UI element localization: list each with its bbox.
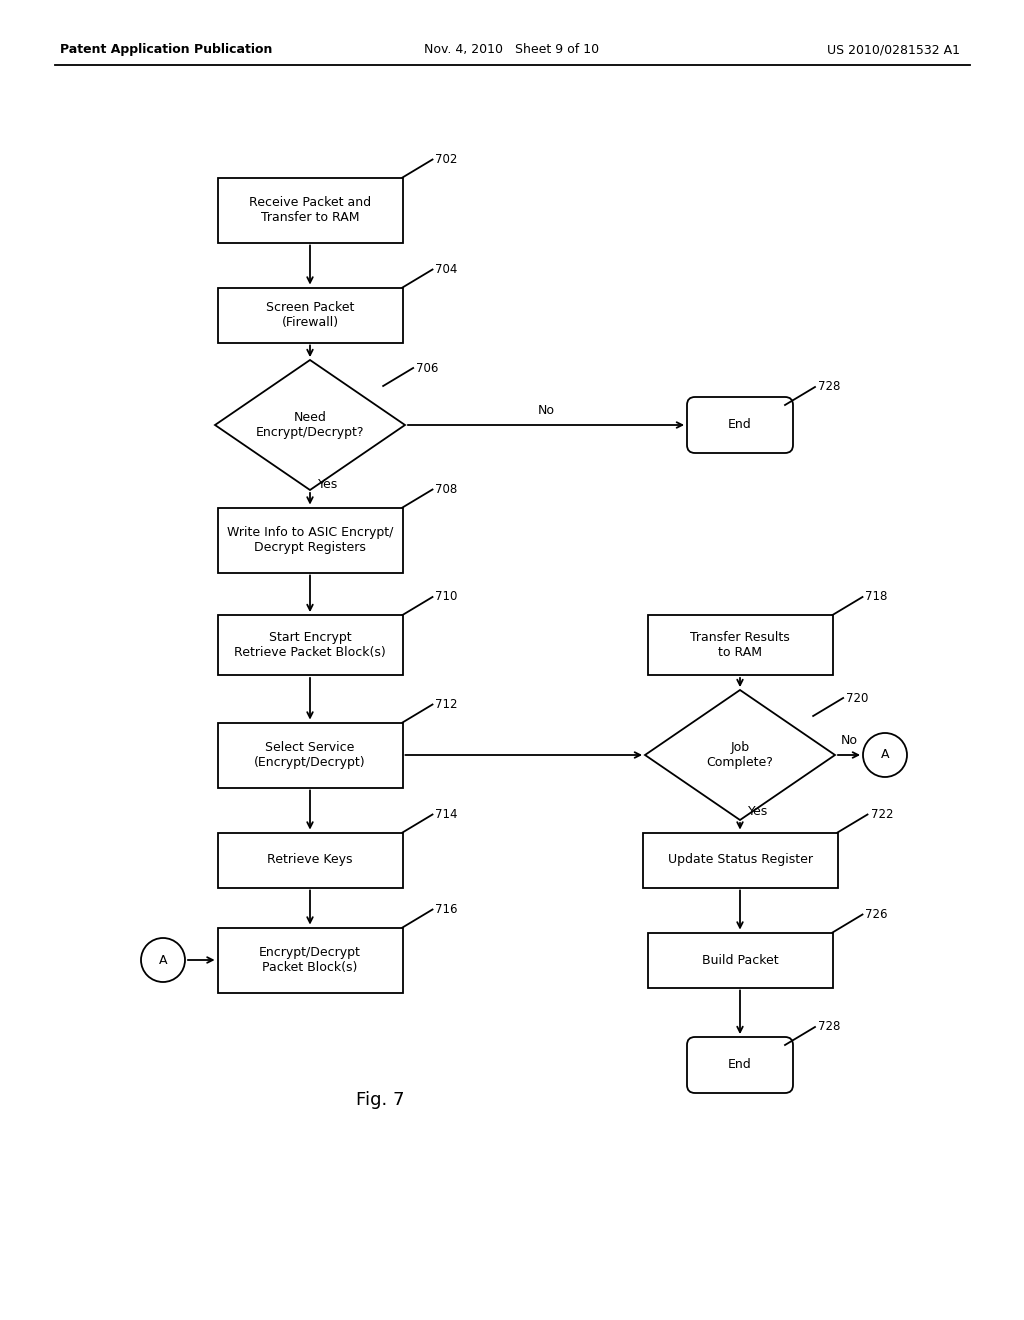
- Text: Job
Complete?: Job Complete?: [707, 741, 773, 770]
- FancyBboxPatch shape: [217, 507, 402, 573]
- Text: Update Status Register: Update Status Register: [668, 854, 812, 866]
- Text: 718: 718: [865, 590, 888, 603]
- Text: 704: 704: [435, 263, 458, 276]
- Text: 722: 722: [870, 808, 893, 821]
- Text: No: No: [841, 734, 857, 747]
- FancyBboxPatch shape: [217, 177, 402, 243]
- Text: Yes: Yes: [748, 805, 768, 818]
- Polygon shape: [645, 690, 835, 820]
- Text: Select Service
(Encrypt/Decrypt): Select Service (Encrypt/Decrypt): [254, 741, 366, 770]
- FancyBboxPatch shape: [647, 615, 833, 675]
- Text: 702: 702: [435, 153, 458, 166]
- Polygon shape: [215, 360, 406, 490]
- Text: Yes: Yes: [318, 478, 338, 491]
- FancyBboxPatch shape: [687, 397, 793, 453]
- Text: 710: 710: [435, 590, 458, 603]
- FancyBboxPatch shape: [647, 932, 833, 987]
- Text: 720: 720: [846, 692, 868, 705]
- Text: Encrypt/Decrypt
Packet Block(s): Encrypt/Decrypt Packet Block(s): [259, 946, 360, 974]
- Text: Receive Packet and
Transfer to RAM: Receive Packet and Transfer to RAM: [249, 195, 371, 224]
- Text: 728: 728: [818, 380, 841, 393]
- Text: 714: 714: [435, 808, 458, 821]
- Text: Nov. 4, 2010   Sheet 9 of 10: Nov. 4, 2010 Sheet 9 of 10: [424, 44, 600, 57]
- Text: Patent Application Publication: Patent Application Publication: [60, 44, 272, 57]
- Text: 726: 726: [865, 908, 888, 921]
- FancyBboxPatch shape: [217, 833, 402, 887]
- Text: Build Packet: Build Packet: [701, 953, 778, 966]
- Text: 716: 716: [435, 903, 458, 916]
- Circle shape: [863, 733, 907, 777]
- Text: A: A: [159, 953, 167, 966]
- Text: No: No: [538, 404, 555, 417]
- Text: Screen Packet
(Firewall): Screen Packet (Firewall): [266, 301, 354, 329]
- Text: Transfer Results
to RAM: Transfer Results to RAM: [690, 631, 790, 659]
- FancyBboxPatch shape: [642, 833, 838, 887]
- FancyBboxPatch shape: [687, 1038, 793, 1093]
- FancyBboxPatch shape: [217, 928, 402, 993]
- Text: 708: 708: [435, 483, 458, 496]
- Text: Write Info to ASIC Encrypt/
Decrypt Registers: Write Info to ASIC Encrypt/ Decrypt Regi…: [226, 525, 393, 554]
- Text: End: End: [728, 1059, 752, 1072]
- FancyBboxPatch shape: [217, 722, 402, 788]
- Text: A: A: [881, 748, 889, 762]
- FancyBboxPatch shape: [217, 288, 402, 342]
- Text: 706: 706: [416, 362, 438, 375]
- Text: Need
Encrypt/Decrypt?: Need Encrypt/Decrypt?: [256, 411, 365, 440]
- Text: Fig. 7: Fig. 7: [355, 1092, 404, 1109]
- Text: End: End: [728, 418, 752, 432]
- Text: US 2010/0281532 A1: US 2010/0281532 A1: [827, 44, 961, 57]
- Circle shape: [141, 939, 185, 982]
- Text: Start Encrypt
Retrieve Packet Block(s): Start Encrypt Retrieve Packet Block(s): [234, 631, 386, 659]
- Text: 712: 712: [435, 698, 458, 711]
- Text: Retrieve Keys: Retrieve Keys: [267, 854, 352, 866]
- Text: 728: 728: [818, 1020, 841, 1034]
- FancyBboxPatch shape: [217, 615, 402, 675]
